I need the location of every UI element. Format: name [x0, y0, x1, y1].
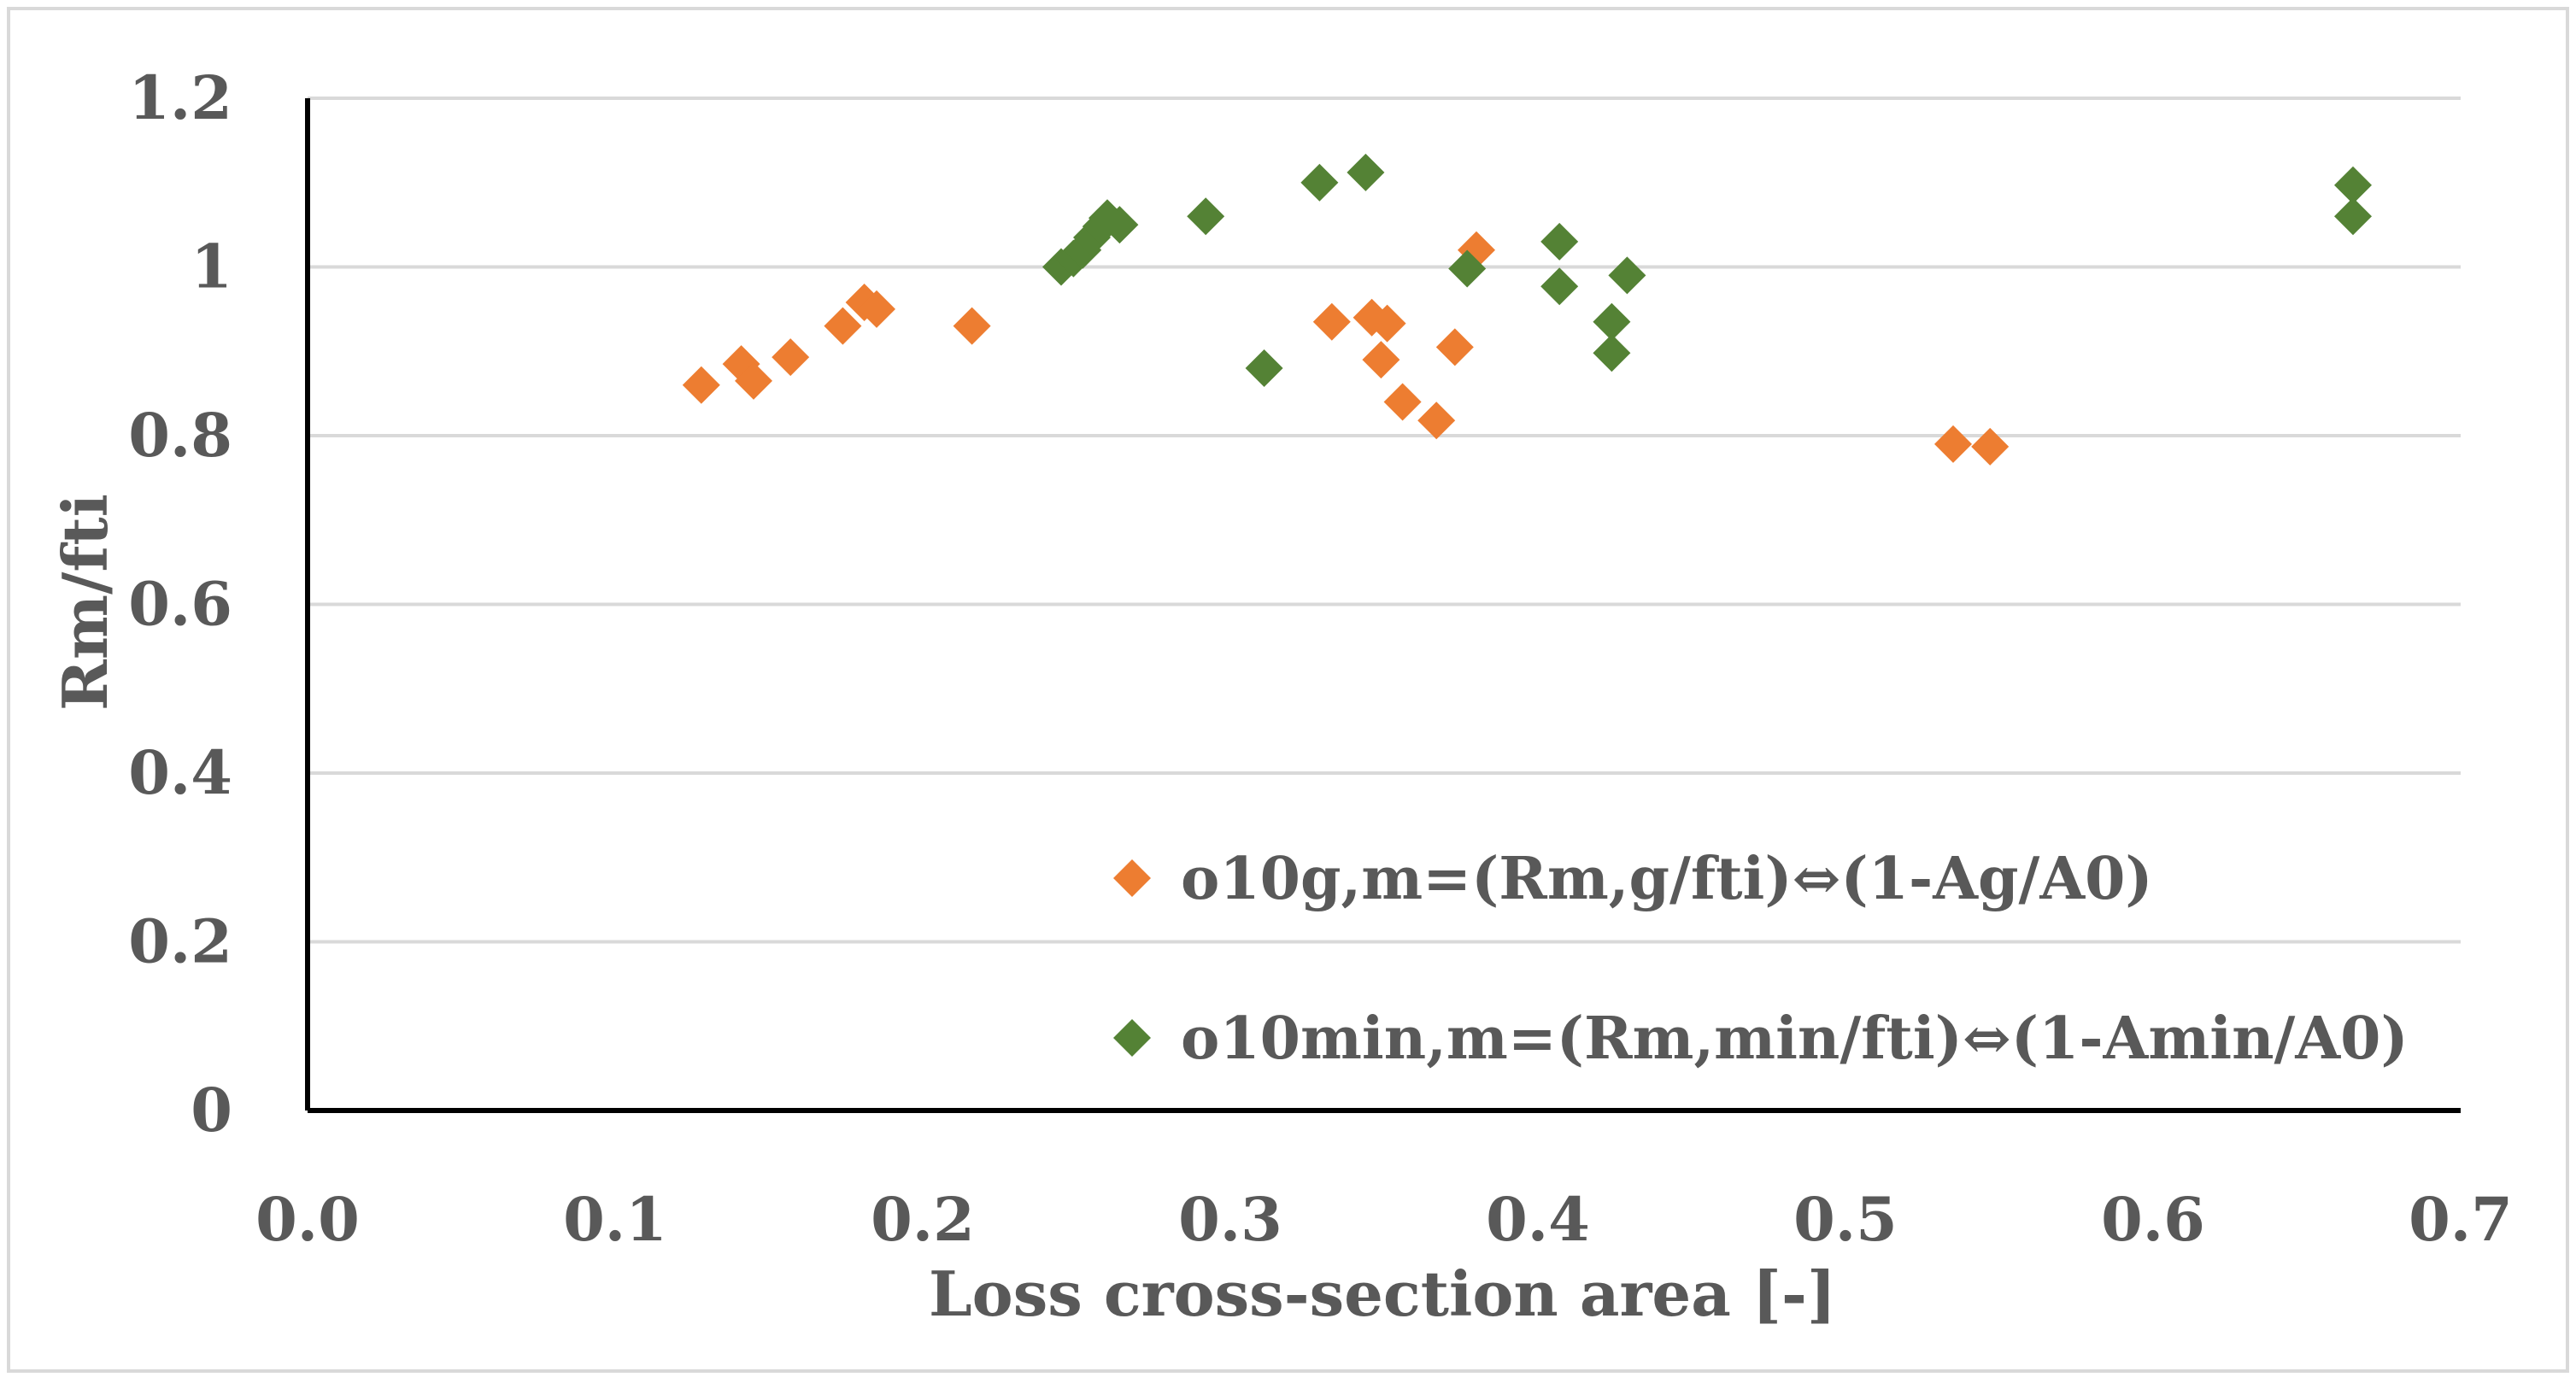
data-point-series-2	[2334, 197, 2372, 236]
x-tick-label: 0.1	[563, 1184, 667, 1255]
y-tick-label: 0.4	[128, 737, 232, 808]
data-point-series-1	[682, 366, 720, 404]
data-point-series-2	[1187, 197, 1225, 236]
legend-name: o10min,m=(Rm,min/fti)	[1181, 1005, 1963, 1073]
data-point-series-2	[1245, 349, 1283, 387]
legend-marker-series-2	[1113, 1019, 1151, 1057]
data-point-series-2	[1100, 206, 1139, 244]
gridlines	[308, 97, 2461, 944]
data-point-series-2	[1593, 302, 1631, 341]
chart-border	[7, 7, 2569, 1373]
data-point-series-1	[1934, 425, 1972, 463]
data-point-series-2	[2334, 166, 2372, 204]
legend: o10g,m=(Rm,g/fti)⇔(1-Ag/A0)o10min,m=(Rm,…	[1113, 845, 2409, 1073]
axes	[305, 98, 2461, 1113]
y-tick-label: 0.8	[128, 400, 232, 471]
data-point-series-1	[824, 307, 862, 345]
legend-arrow: ⇔	[1963, 1005, 2011, 1073]
data-point-series-1	[858, 290, 895, 328]
data-point-series-2	[1540, 222, 1579, 261]
x-tick-label: 0.4	[1486, 1184, 1590, 1255]
y-tick-label: 0.6	[128, 569, 232, 640]
data-point-series-1	[1971, 427, 2010, 466]
data-point-series-1	[772, 338, 810, 377]
data-point-series-1	[1417, 401, 1456, 440]
y-tick-label: 0	[191, 1075, 232, 1146]
data-point-series-1	[1383, 383, 1422, 421]
y-tick-label: 1	[191, 231, 232, 302]
x-tick-label: 0.2	[871, 1184, 975, 1255]
data-point-series-1	[1312, 302, 1351, 341]
data-point-series-2	[1593, 334, 1631, 372]
data-point-series-2	[1608, 256, 1646, 295]
legend-entry-series-1: o10g,m=(Rm,g/fti)⇔(1-Ag/A0)	[1181, 845, 2153, 913]
data-point-series-1	[1435, 328, 1474, 366]
data-point-series-1	[953, 307, 991, 345]
x-axis-title: Loss cross-section area [-]	[929, 1257, 1836, 1330]
data-point-series-2	[1540, 267, 1579, 306]
x-tick-label: 0.7	[2409, 1184, 2513, 1255]
data-point-series-2	[1347, 153, 1385, 191]
data-point-series-1	[735, 361, 772, 400]
legend-entry-series-2: o10min,m=(Rm,min/fti)⇔(1-Amin/A0)	[1181, 1005, 2409, 1073]
data-points	[682, 153, 2372, 466]
y-axis-title: Rm/fti	[49, 494, 121, 711]
data-point-series-1	[1368, 304, 1406, 343]
legend-arrow: ⇔	[1793, 845, 1841, 913]
tick-labels: 0 0.2 0.4 0.6 0.8 1 1.2 0.0 0.1 0.2 0.3 0.4 0.5 0.6 0.…	[128, 62, 2513, 1255]
x-tick-label: 0.6	[2101, 1184, 2205, 1255]
data-point-series-2	[1300, 163, 1339, 202]
legend-suffix: (1-Ag/A0)	[1840, 845, 2152, 913]
legend-suffix: (1-Amin/A0)	[2011, 1005, 2409, 1073]
data-point-series-2	[1448, 249, 1487, 288]
legend-marker-series-1	[1113, 859, 1151, 897]
legend-name: o10g,m=(Rm,g/fti)	[1181, 845, 1793, 913]
x-tick-label: 0.5	[1793, 1184, 1898, 1255]
x-tick-label: 0.3	[1178, 1184, 1282, 1255]
x-tick-label: 0.0	[255, 1184, 360, 1255]
y-tick-label: 0.2	[128, 906, 232, 977]
data-point-series-1	[1362, 341, 1400, 379]
y-tick-label: 1.2	[128, 62, 232, 133]
